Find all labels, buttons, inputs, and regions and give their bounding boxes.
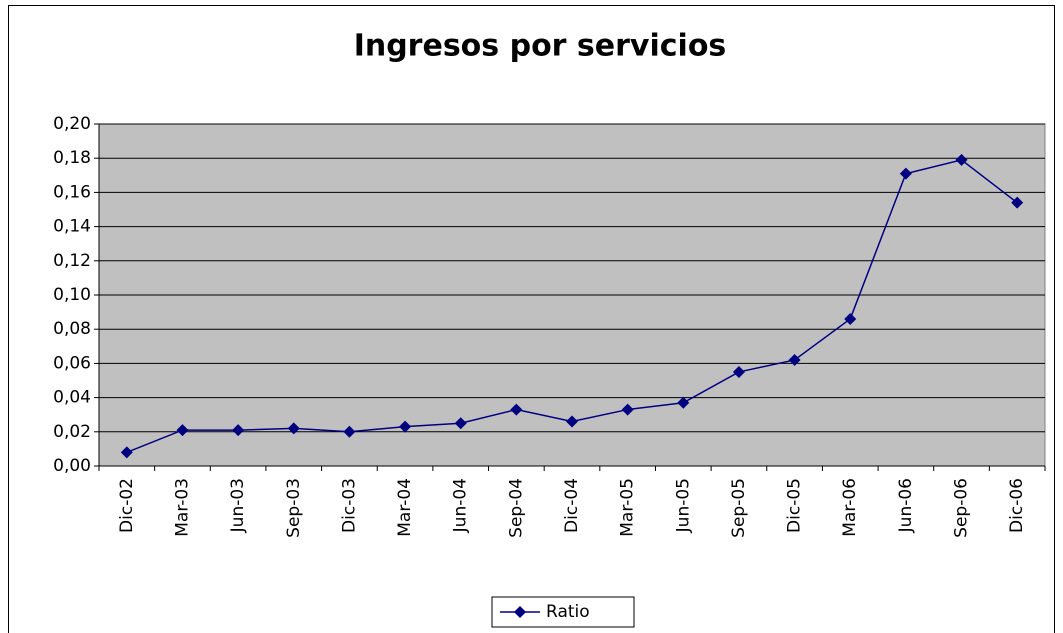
y-tick-label: 0,10	[53, 285, 91, 305]
y-tick-label: 0,20	[53, 114, 91, 134]
x-tick-label: Dic-06	[1007, 478, 1027, 533]
y-tick-label: 0,08	[53, 319, 91, 339]
x-tick-label: Sep-05	[729, 478, 749, 538]
y-tick-label: 0,16	[53, 182, 91, 202]
data-point	[899, 167, 912, 180]
data-point	[677, 396, 690, 409]
x-tick-label: Jun-03	[228, 478, 248, 533]
y-tick-label: 0,14	[53, 217, 91, 237]
data-point	[399, 420, 412, 433]
data-point	[732, 365, 745, 378]
data-point	[343, 425, 356, 438]
data-point	[454, 417, 467, 430]
x-tick-label: Sep-04	[506, 478, 526, 538]
y-tick-label: 0,06	[53, 353, 91, 373]
x-tick-label: Sep-03	[284, 478, 304, 538]
x-tick-label: Jun-05	[673, 478, 693, 533]
y-tick-label: 0,00	[53, 456, 91, 476]
data-point	[788, 353, 801, 366]
y-tick-label: 0,12	[53, 251, 91, 271]
data-point	[955, 153, 968, 166]
data-point	[1011, 196, 1024, 209]
x-tick-label: Dic-05	[785, 478, 805, 533]
x-tick-label: Mar-05	[618, 478, 638, 537]
x-tick-label: Dic-04	[562, 478, 582, 533]
data-point	[844, 312, 857, 325]
data-point	[287, 422, 300, 435]
chart-title: Ingresos por servicios	[354, 29, 727, 64]
x-tick-label: Mar-03	[172, 478, 192, 537]
x-tick-label: Sep-06	[952, 478, 972, 538]
data-point	[176, 424, 189, 437]
data-point	[621, 403, 634, 416]
x-tick-label: Mar-04	[395, 478, 415, 537]
x-tick-label: Jun-04	[451, 478, 471, 533]
data-point	[566, 415, 578, 428]
y-tick-label: 0,18	[53, 148, 91, 168]
data-point	[232, 424, 245, 437]
legend-marker	[514, 606, 526, 618]
legend-label: Ratio	[546, 602, 590, 622]
data-point	[510, 403, 523, 416]
x-tick-label: Dic-03	[339, 478, 359, 533]
x-tick-label: Jun-06	[896, 478, 916, 533]
data-point	[120, 446, 133, 459]
x-tick-label: Dic-02	[117, 478, 137, 533]
x-tick-label: Mar-06	[840, 478, 860, 537]
y-tick-label: 0,02	[53, 422, 91, 442]
y-tick-label: 0,04	[53, 388, 91, 408]
